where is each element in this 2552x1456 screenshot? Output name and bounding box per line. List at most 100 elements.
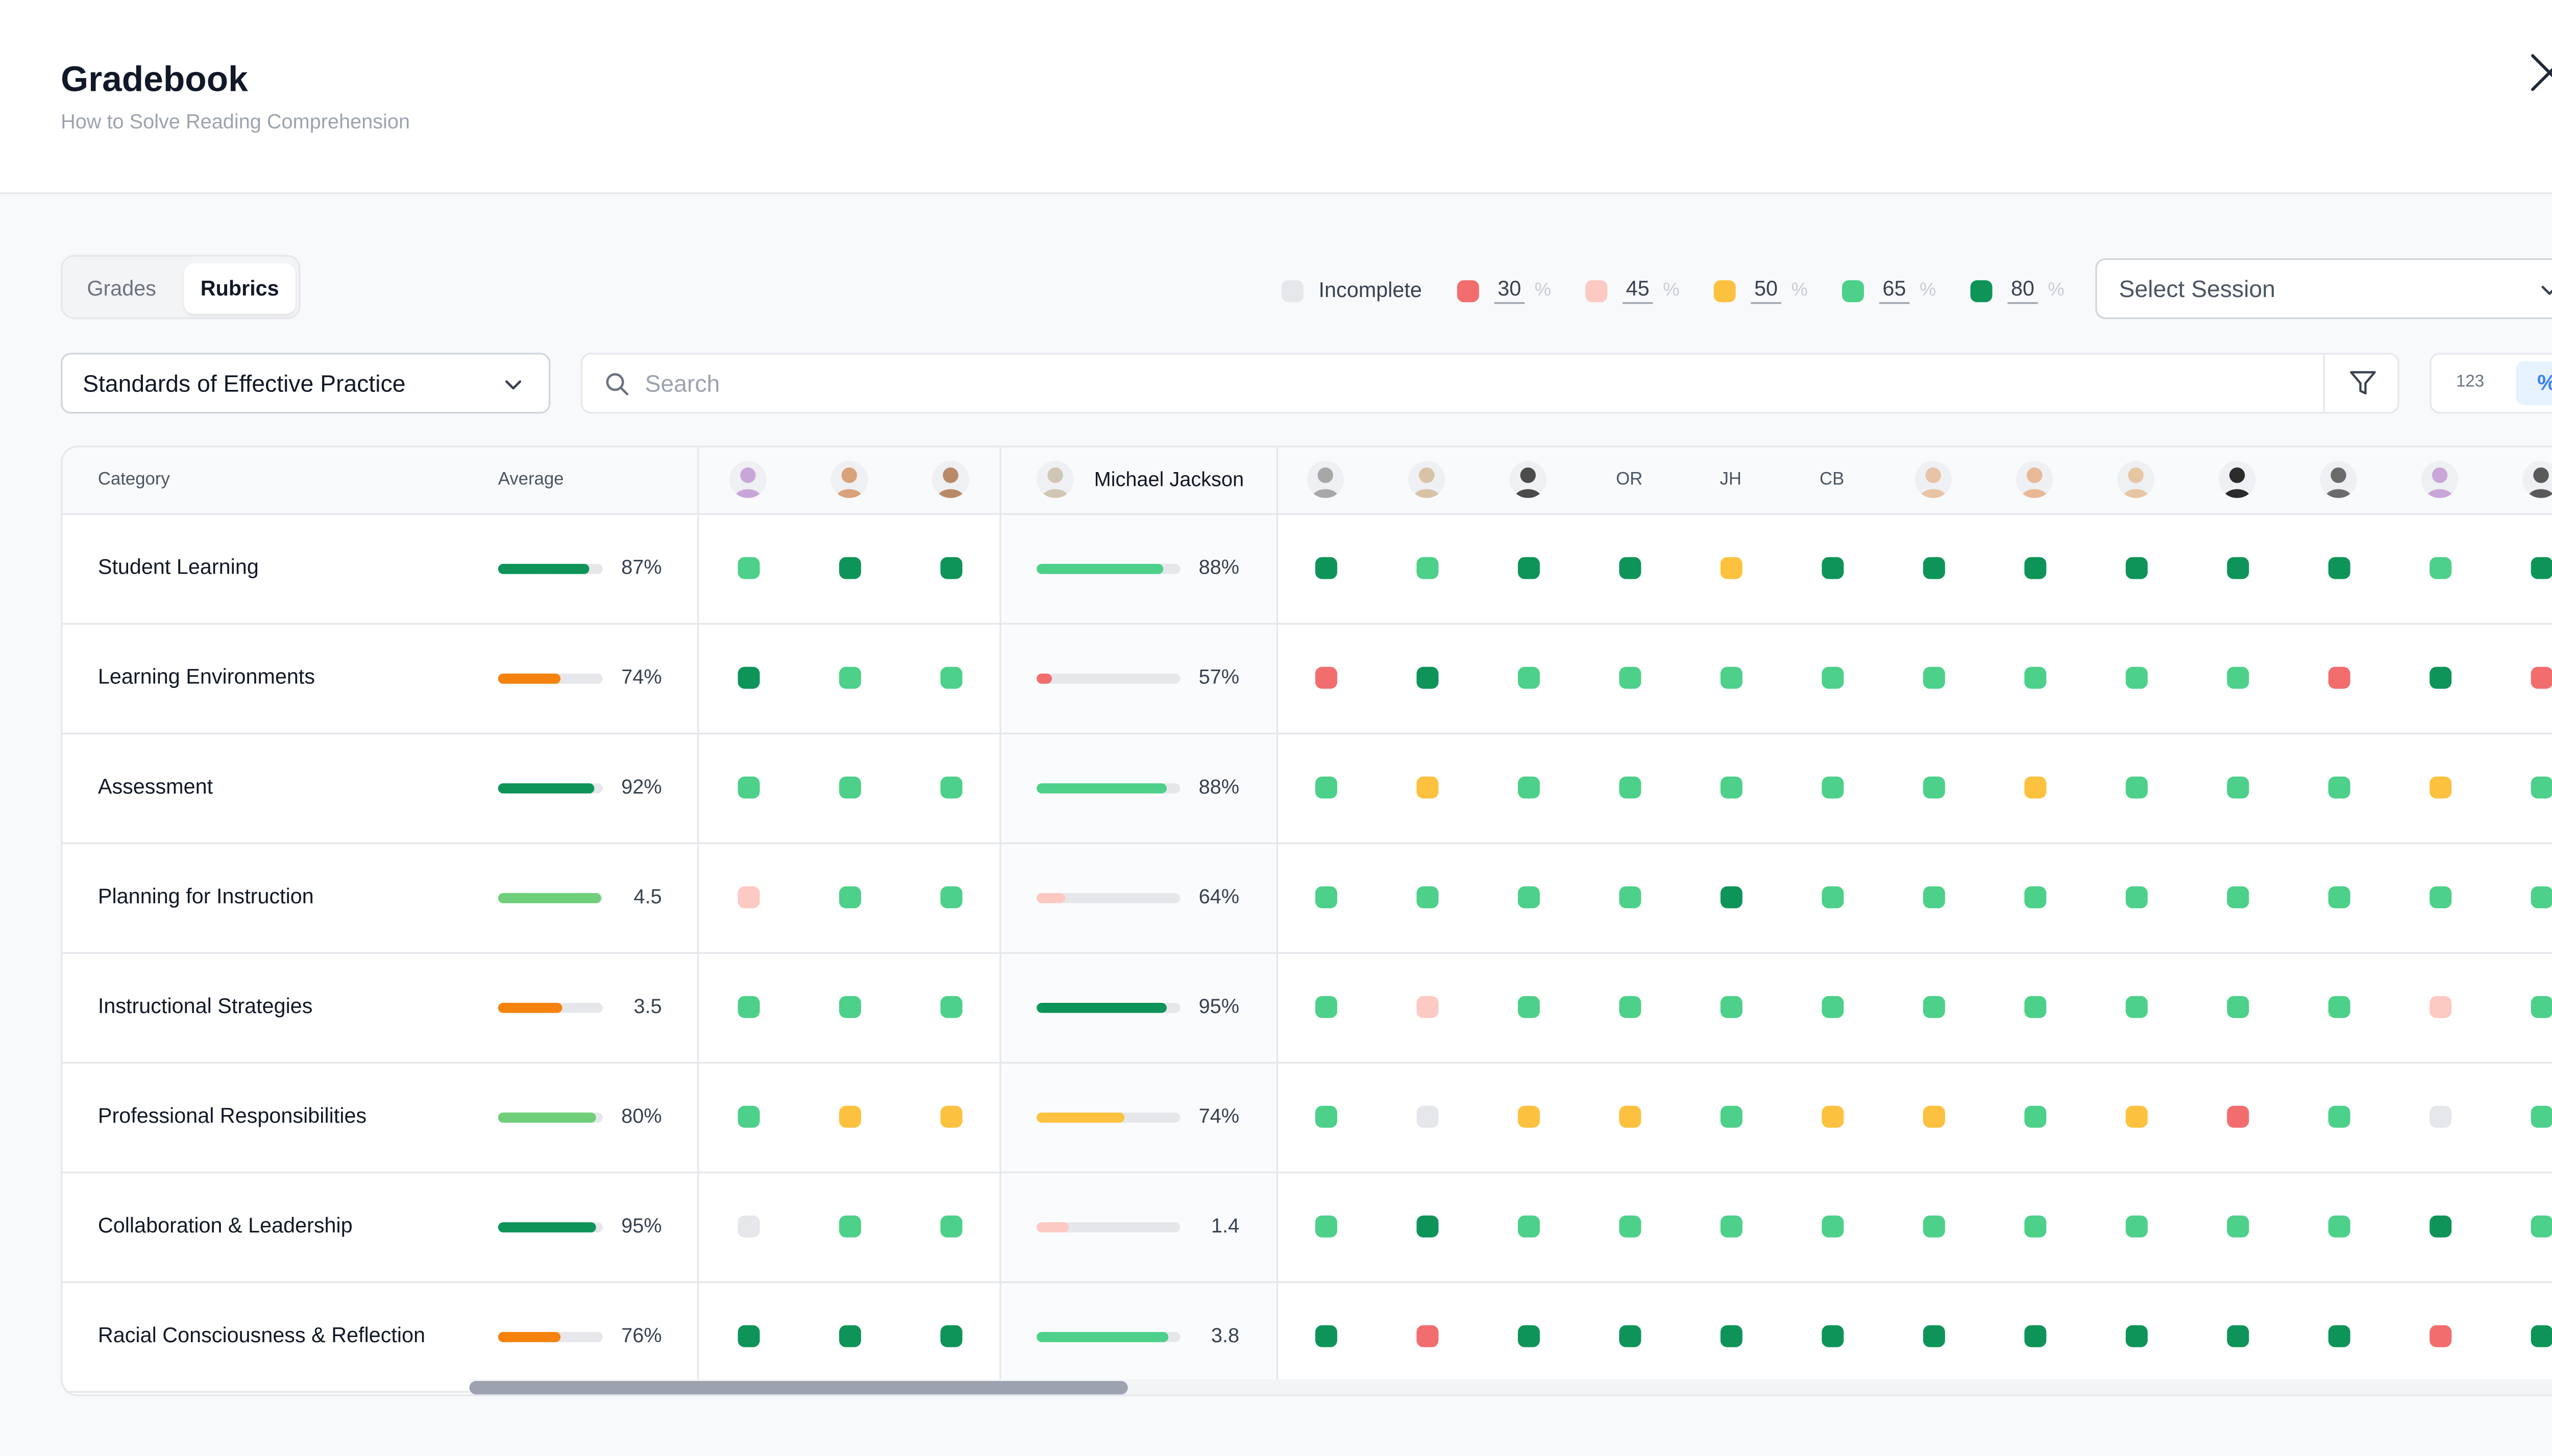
score-cell[interactable] [838,776,861,799]
score-cell[interactable] [2125,886,2147,908]
score-cell[interactable] [2428,1325,2451,1347]
legend-threshold[interactable]: 50 [1751,277,1781,304]
score-cell[interactable] [1415,996,1438,1018]
score-cell[interactable] [1415,886,1438,908]
table-row[interactable]: Collaboration & Leadership 95% 1.4 [62,1172,2552,1284]
standards-select[interactable]: Standards of Effective Practice [61,353,551,414]
score-cell[interactable] [1720,667,1742,689]
score-cell[interactable] [838,1325,861,1347]
score-cell[interactable] [1720,996,1742,1018]
score-cell[interactable] [1821,1215,1843,1238]
score-cell[interactable] [1415,1215,1438,1238]
student-initials[interactable]: OR [1616,469,1643,490]
score-cell[interactable] [1720,776,1742,799]
score-cell[interactable] [1821,996,1843,1018]
score-cell[interactable] [939,996,962,1018]
score-cell[interactable] [1720,1215,1742,1238]
score-cell[interactable] [1922,996,1945,1018]
score-cell[interactable] [1720,557,1742,579]
score-cell[interactable] [2327,557,2350,579]
score-cell[interactable] [939,667,962,689]
search-input[interactable] [645,354,2317,412]
score-cell[interactable] [1517,1215,1539,1238]
student-avatar[interactable] [830,461,868,498]
score-cell[interactable] [2226,1215,2248,1238]
score-cell[interactable] [1314,996,1337,1018]
score-cell[interactable] [2023,557,2046,579]
score-cell[interactable] [2327,667,2350,689]
score-cell[interactable] [2428,1105,2451,1128]
student-avatar[interactable] [2016,461,2053,498]
score-cell[interactable] [2327,1105,2350,1128]
score-cell[interactable] [1415,1105,1438,1128]
student-name[interactable]: Michael Jackson [1094,467,1244,491]
table-row[interactable]: Racial Consciousness & Reflection 76% 3.8 [62,1281,2552,1393]
score-cell[interactable] [737,1105,759,1128]
score-cell[interactable] [2023,1215,2046,1238]
score-cell[interactable] [2125,1215,2147,1238]
score-cell[interactable] [1517,886,1539,908]
score-cell[interactable] [838,557,861,579]
student-avatar[interactable] [2320,461,2357,498]
student-avatar[interactable] [729,461,767,498]
student-avatar[interactable] [2117,461,2155,498]
score-cell[interactable] [838,1215,861,1238]
score-cell[interactable] [2226,667,2248,689]
score-cell[interactable] [939,776,962,799]
score-cell[interactable] [1922,1215,1945,1238]
score-cell[interactable] [2530,1325,2552,1347]
score-cell[interactable] [1314,776,1337,799]
score-cell[interactable] [939,1105,962,1128]
table-row[interactable]: Instructional Strategies 3.5 95% [62,952,2552,1064]
student-avatar[interactable] [932,461,969,498]
score-cell[interactable] [1922,776,1945,799]
score-cell[interactable] [2125,667,2147,689]
legend-threshold[interactable]: 65 [1879,277,1910,304]
filter-button[interactable] [2323,354,2401,412]
score-cell[interactable] [1821,886,1843,908]
score-cell[interactable] [838,1105,861,1128]
percent-mode-button[interactable]: % [2515,361,2552,405]
score-cell[interactable] [2226,886,2248,908]
score-cell[interactable] [2125,996,2147,1018]
score-cell[interactable] [1720,886,1742,908]
score-cell[interactable] [2327,1215,2350,1238]
score-cell[interactable] [737,1215,759,1238]
score-cell[interactable] [1618,667,1640,689]
score-cell[interactable] [1821,1325,1843,1347]
score-cell[interactable] [1618,1215,1640,1238]
score-cell[interactable] [2226,557,2248,579]
table-row[interactable]: Assessment 92% 88% [62,733,2552,844]
score-cell[interactable] [2125,1105,2147,1128]
score-cell[interactable] [2530,557,2552,579]
score-cell[interactable] [1517,776,1539,799]
score-cell[interactable] [1415,667,1438,689]
score-cell[interactable] [838,886,861,908]
score-cell[interactable] [1922,1105,1945,1128]
score-cell[interactable] [2023,996,2046,1018]
legend-threshold[interactable]: 30 [1494,277,1525,304]
score-cell[interactable] [2428,776,2451,799]
score-cell[interactable] [1618,557,1640,579]
legend-65[interactable]: 65 % [1842,275,1936,306]
score-cell[interactable] [737,996,759,1018]
score-cell[interactable] [2023,886,2046,908]
score-cell[interactable] [939,1325,962,1347]
score-cell[interactable] [1922,557,1945,579]
score-cell[interactable] [1618,886,1640,908]
score-cell[interactable] [2023,667,2046,689]
legend-threshold[interactable]: 45 [1622,277,1653,304]
tab-grades[interactable]: Grades [87,277,156,301]
score-cell[interactable] [1415,776,1438,799]
score-cell[interactable] [2226,776,2248,799]
score-cell[interactable] [1922,1325,1945,1347]
score-cell[interactable] [2530,996,2552,1018]
student-avatar[interactable] [2421,461,2459,498]
table-row[interactable]: Student Learning 87% 88% [62,513,2552,625]
score-cell[interactable] [2327,886,2350,908]
score-cell[interactable] [1517,996,1539,1018]
score-cell[interactable] [1517,557,1539,579]
score-cell[interactable] [1821,667,1843,689]
score-cell[interactable] [2428,996,2451,1018]
score-cell[interactable] [1415,557,1438,579]
